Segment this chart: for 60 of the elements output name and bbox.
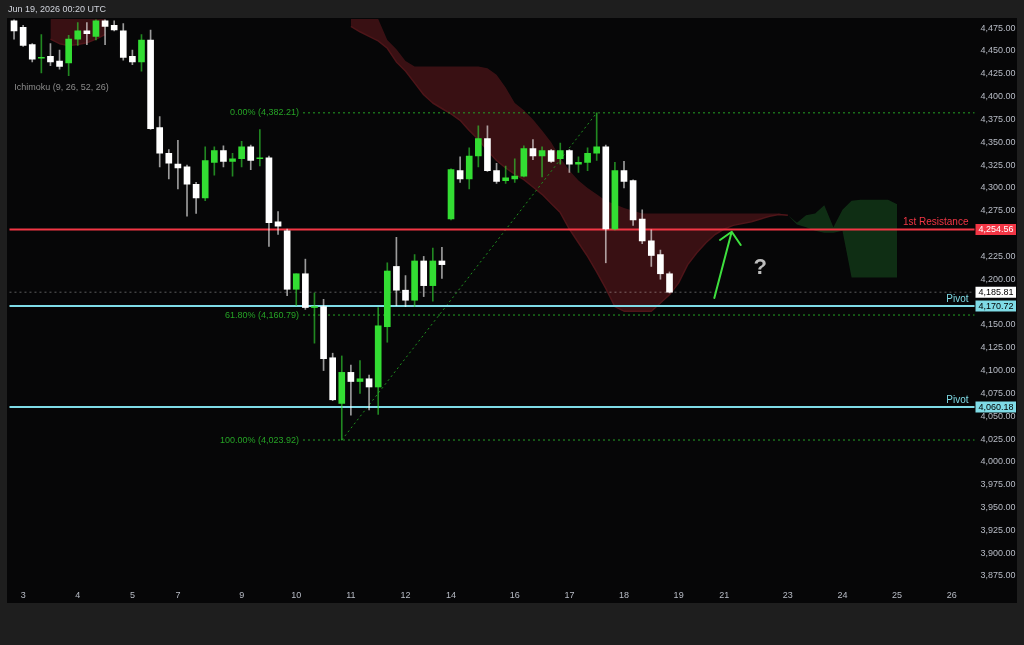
ref-line-label: 1st Resistance	[902, 216, 969, 228]
x-tick-label: 3	[20, 589, 26, 600]
text: 4,185.81	[978, 287, 1014, 298]
y-tick-label: 4,050.00	[980, 410, 1016, 421]
y-tick-label: 3,925.00	[980, 524, 1016, 535]
chart-title: Jun 19, 2026 00:20 UTC	[8, 3, 107, 14]
y-tick-label: 4,350.00	[980, 136, 1016, 147]
text: 4,170.72	[978, 300, 1014, 311]
y-tick-label: 3,875.00	[980, 570, 1016, 581]
candlestick	[256, 129, 264, 167]
candlestick	[274, 211, 282, 235]
ref-line-label: 0.00% (4,382.21)	[229, 107, 299, 118]
y-tick-label: 4,100.00	[980, 365, 1016, 376]
x-tick-label: 7	[175, 589, 181, 600]
candlestick	[356, 360, 364, 394]
x-tick-label: 4	[75, 589, 81, 600]
y-tick-label: 3,900.00	[980, 547, 1016, 558]
annotation: Ichimoku (9, 26, 52, 26)	[14, 82, 109, 92]
x-tick-label: 19	[673, 589, 684, 600]
y-tick-label: 4,275.00	[980, 205, 1016, 216]
ref-line-label: Pivot	[946, 292, 969, 304]
candlestick	[347, 364, 355, 416]
y-tick-label: 4,150.00	[980, 319, 1016, 330]
x-tick-label: 26	[946, 589, 957, 600]
y-tick-label: 4,375.00	[980, 113, 1016, 124]
x-tick-label: 23	[782, 589, 793, 600]
ref-line-label: 100.00% (4,023.92)	[219, 434, 299, 445]
text: 4,060.18	[978, 401, 1014, 412]
x-tick-label: 12	[400, 589, 411, 600]
x-tick-label: 14	[446, 589, 457, 600]
y-tick-label: 4,400.00	[980, 91, 1016, 102]
x-tick-label: 24	[837, 589, 848, 600]
x-tick-label: 10	[291, 589, 302, 600]
text: 4,254.56	[978, 224, 1014, 235]
y-tick-label: 4,475.00	[980, 22, 1016, 33]
y-tick-label: 4,300.00	[980, 182, 1016, 193]
y-tick-label: 3,975.00	[980, 479, 1016, 490]
y-tick-label: 3,950.00	[980, 502, 1016, 512]
x-tick-label: 16	[509, 589, 520, 600]
candlestick	[511, 158, 519, 183]
candlestick	[593, 112, 601, 161]
x-tick-label: 9	[239, 589, 245, 600]
x-tick-label: 17	[564, 589, 575, 600]
y-tick-label: 4,225.00	[980, 250, 1016, 261]
y-tick-label: 4,325.00	[980, 159, 1016, 170]
x-tick-label: 25	[892, 589, 903, 600]
x-tick-label: 18	[618, 589, 630, 600]
y-tick-label: 4,025.00	[980, 433, 1016, 444]
x-tick-label: 5	[129, 589, 135, 600]
y-tick-label: 4,075.00	[980, 387, 1016, 398]
x-tick-label: 21	[719, 589, 730, 600]
annotation: ?	[753, 254, 767, 280]
y-tick-label: 4,425.00	[980, 68, 1016, 79]
y-tick-label: 4,125.00	[980, 342, 1016, 353]
y-tick-label: 4,200.00	[980, 273, 1016, 284]
x-tick-label: 11	[346, 589, 356, 600]
ref-line-label: Pivot	[946, 393, 969, 405]
ref-line-label: 61.80% (4,160.79)	[224, 309, 299, 320]
y-tick-label: 4,000.00	[980, 456, 1016, 467]
y-tick-label: 4,450.00	[980, 45, 1016, 56]
